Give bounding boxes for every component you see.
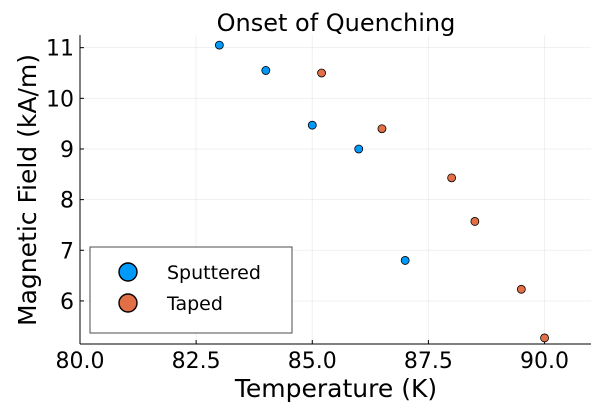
point-taped-4: [516, 284, 526, 294]
point-taped-1: [377, 124, 387, 134]
chart-title: Onset of Quenching: [217, 9, 456, 37]
point-sputtered-1: [261, 66, 271, 75]
axes: [79, 35, 591, 345]
y-tick-label-3: 9: [60, 138, 74, 163]
legend-label-sputtered: Sputtered: [167, 262, 261, 284]
legend-box: [89, 246, 293, 334]
point-sputtered-2: [307, 120, 317, 130]
y-tick-label-0: 6: [60, 290, 74, 315]
point-sputtered-4: [400, 256, 410, 265]
point-taped-3: [470, 217, 480, 226]
y-tick-label-1: 7: [60, 239, 74, 264]
legend: Sputtered Taped: [89, 246, 293, 334]
x-tick-label-1: 82.5: [172, 349, 221, 374]
y-axis-ticks: 6 7 8 9 10 11: [46, 37, 84, 315]
x-tick-label-2: 85.0: [288, 349, 337, 374]
legend-marker-sputtered: [118, 262, 138, 282]
x-tick-label-0: 80.0: [56, 349, 105, 374]
point-taped-0: [317, 68, 326, 78]
y-tick-label-2: 8: [60, 189, 74, 214]
point-sputtered-3: [354, 144, 364, 154]
point-taped-2: [447, 173, 457, 183]
x-tick-label-4: 90.0: [520, 349, 569, 374]
x-tick-label-3: 87.5: [404, 349, 453, 374]
data-points: [214, 40, 549, 343]
y-tick-label-5: 11: [46, 37, 74, 62]
legend-label-taped: Taped: [166, 293, 223, 315]
y-tick-label-4: 10: [46, 87, 74, 112]
point-taped-5: [540, 333, 549, 343]
legend-marker-taped: [118, 293, 138, 313]
x-axis-ticks: 80.0 82.5 85.0 87.5 90.0: [56, 340, 569, 374]
x-axis-title: Temperature (K): [234, 374, 437, 403]
point-sputtered-0: [214, 40, 224, 50]
y-axis-title: Magnetic Field (kA/m): [13, 54, 42, 326]
